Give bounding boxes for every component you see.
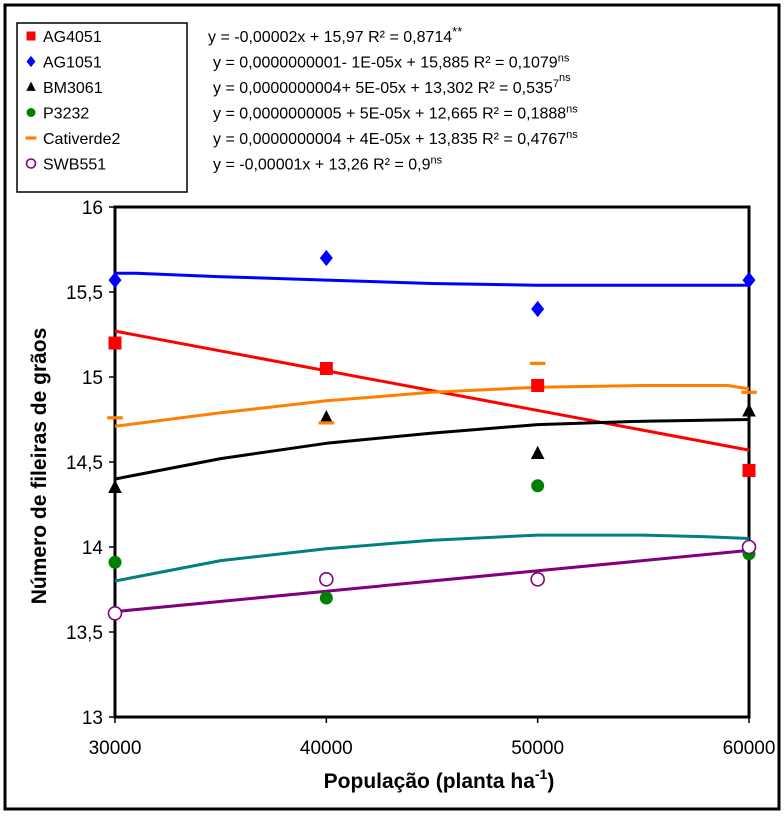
legend-box [16, 22, 188, 193]
point-ag4051 [108, 336, 122, 350]
point-ag1051 [108, 271, 122, 289]
y-tick-label: 14,5 [66, 453, 103, 474]
equation-significance: ns [566, 104, 578, 116]
y-tick-label: 13,5 [66, 623, 103, 644]
x-axis: 30000 40000 50000 60000 [89, 717, 776, 759]
y-axis-title: Número de fileiras de grãos [28, 328, 51, 605]
point-p3232 [108, 555, 122, 569]
point-bm3061 [108, 479, 122, 494]
point-bm3061 [530, 445, 545, 460]
trendline-cativerde2 [114, 384, 750, 428]
equation-swb551: y = -0,00001x + 13,26 R² = 0,9ns [213, 155, 443, 174]
equation-main: y = -0,00001x + 13,26 R² = 0,9 [213, 157, 431, 174]
trendline-p3232 [114, 533, 750, 583]
trendlines [114, 271, 750, 614]
equation-superscript: 7 [553, 78, 559, 90]
equation-significance: ns [558, 53, 570, 65]
legend-marker-bm3061 [26, 81, 36, 91]
legend-label-p3232: P3232 [43, 106, 89, 123]
x-axis-title-sup: -1 [535, 766, 548, 782]
y-tick-label: 15 [82, 368, 103, 389]
equation-significance: ns [566, 129, 578, 141]
equation-ag1051: y = 0,0000000001- 1E-05x + 15,885 R² = 0… [213, 53, 570, 72]
equation-main: y = 0,0000000005 + 5E-05x + 12,665 R² = … [213, 106, 566, 123]
legend: AG4051 AG1051 BM3061 P3232 Cativerde2 SWB551 [25, 29, 120, 174]
x-axis-title-main: População (planta ha [324, 770, 536, 793]
point-p3232 [531, 479, 545, 493]
equation-main: y = -0,00002x + 15,97 R² = 0,8714 [208, 29, 452, 46]
legend-marker-ag4051 [26, 31, 36, 41]
trendline-bm3061 [114, 418, 750, 481]
point-cativerde2 [529, 361, 546, 365]
point-swb551 [530, 571, 545, 587]
equation-main: y = 0,0000000004 + 4E-05x + 13,835 R² = … [213, 131, 566, 148]
x-tick-label: 30000 [89, 738, 142, 759]
point-ag4051 [742, 464, 756, 477]
plot-area [113, 205, 751, 719]
trendline-ag1051 [115, 271, 749, 287]
legend-marker-ag1051 [26, 55, 36, 68]
x-axis-title-end: ) [547, 770, 554, 793]
equation-significance: ns [430, 155, 442, 167]
equation-significance: ns [559, 72, 571, 84]
point-cativerde2 [741, 390, 757, 394]
x-tick-label: 60000 [723, 738, 776, 759]
point-swb551 [107, 605, 123, 621]
point-bm3061 [319, 410, 334, 424]
equations-block: y = -0,00002x + 15,97 R² = 0,8714** y = 0… [208, 24, 578, 174]
legend-label-bm3061: BM3061 [43, 80, 103, 97]
point-ag4051 [531, 379, 545, 392]
legend-label-ag4051: AG4051 [43, 29, 102, 46]
legend-marker-swb551 [25, 158, 37, 169]
legend-marker-p3232 [26, 108, 36, 117]
equation-main: y = 0,0000000004+ 5E-05x + 13,302 R² = 0… [213, 80, 553, 97]
point-cativerde2 [107, 416, 123, 420]
point-ag4051 [319, 362, 333, 375]
trendline-ag4051 [114, 329, 750, 452]
trendline-swb551 [114, 548, 750, 614]
legend-label-swb551: SWB551 [43, 157, 106, 174]
x-tick-label: 50000 [511, 738, 564, 759]
point-ag1051 [742, 271, 756, 289]
outer-border [3, 3, 781, 811]
legend-marker-cativerde2 [25, 136, 37, 140]
point-bm3061 [742, 403, 756, 417]
markers [107, 249, 757, 621]
legend-label-cativerde2: Cativerde2 [43, 131, 120, 148]
y-tick-label: 14 [82, 538, 104, 559]
equation-main: y = 0,0000000001- 1E-05x + 15,885 R² = 0… [213, 55, 558, 72]
y-tick-label: 15,5 [66, 283, 103, 304]
y-axis: 13 13,5 14 14,5 15 15,5 16 [66, 198, 115, 729]
point-swb551 [319, 571, 334, 587]
y-tick-label: 16 [82, 198, 103, 219]
point-ag1051 [531, 300, 545, 318]
equation-bm3061: y = 0,0000000004+ 5E-05x + 13,302 R² = 0… [213, 72, 571, 97]
point-ag1051 [319, 249, 333, 267]
legend-label-ag1051: AG1051 [43, 55, 102, 72]
x-tick-label: 40000 [300, 738, 353, 759]
point-p3232 [319, 591, 333, 605]
equation-cativerde2: y = 0,0000000004 + 4E-05x + 13,835 R² = … [213, 129, 578, 148]
equation-p3232: y = 0,0000000005 + 5E-05x + 12,665 R² = … [213, 104, 578, 123]
y-tick-label: 13 [82, 708, 103, 729]
equation-ag4051: y = -0,00002x + 15,97 R² = 0,8714** [208, 24, 462, 46]
point-swb551 [741, 539, 757, 555]
x-axis-title: População (planta ha-1) [324, 766, 555, 793]
equation-significance: ** [452, 24, 462, 39]
point-cativerde2 [318, 421, 335, 425]
